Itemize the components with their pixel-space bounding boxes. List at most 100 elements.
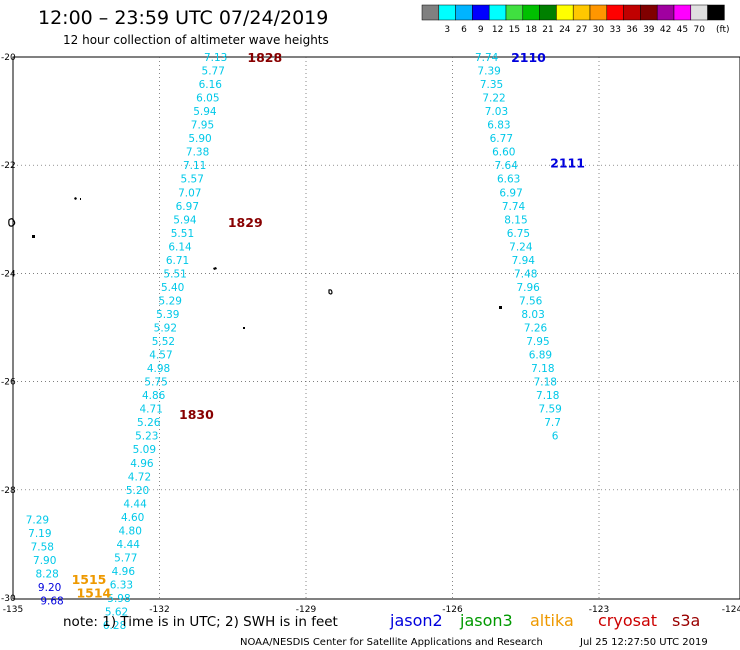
legend-tick-label: 42	[660, 25, 671, 35]
legend-color-box	[505, 4, 524, 21]
wave-height-label: 7.03	[485, 106, 508, 118]
x-tick-label: -132	[149, 605, 169, 615]
legend-tick-label: 15	[509, 25, 520, 35]
pass-time-label: 1828	[247, 50, 282, 65]
legend-color-box	[673, 4, 692, 21]
wave-height-label: 7.24	[509, 241, 533, 253]
legend-tick-label: 33	[609, 25, 620, 35]
legend-color-box	[421, 4, 440, 21]
wave-height-label: 6.97	[176, 201, 199, 213]
wave-height-label: 6.14	[168, 241, 192, 253]
wave-height-label: 5.75	[144, 377, 167, 389]
plot-frame	[12, 56, 740, 600]
wave-height-label: 7.22	[482, 93, 505, 105]
wave-height-label: 6.89	[529, 350, 552, 362]
legend-tick-label: 39	[643, 25, 655, 35]
wave-height-label: 6.83	[487, 120, 510, 132]
wave-height-label: 7.26	[524, 323, 548, 335]
legend-tick-label: 21	[542, 25, 553, 35]
island-mark	[213, 267, 217, 270]
wave-height-label: 7.18	[536, 390, 559, 402]
legend-tick-label: 18	[525, 25, 537, 35]
wave-height-label: 6.71	[166, 255, 189, 267]
island-mark	[8, 218, 16, 227]
y-tick-label: -30	[1, 594, 16, 604]
wave-height-label: 7.07	[178, 187, 201, 199]
wave-height-label: 4.98	[147, 363, 170, 375]
wave-height-label: 6.63	[497, 174, 520, 186]
wave-height-label: 8.15	[504, 214, 527, 226]
legend-tick-label: 45	[677, 25, 688, 35]
wave-height-label: 8.28	[35, 569, 58, 581]
y-tick-label: -20	[1, 53, 16, 63]
satellite-name-cryosat: cryosat	[598, 611, 657, 630]
wave-height-label: 5.92	[154, 323, 177, 335]
wave-height-label: 4.57	[149, 350, 172, 362]
wave-height-label: 5.23	[135, 431, 158, 443]
legend-tick-label: 27	[576, 25, 587, 35]
note-text: note: 1) Time is in UTC; 2) SWH is in fe…	[63, 614, 338, 630]
wave-height-label: 7.19	[28, 528, 51, 540]
y-tick-label: -28	[1, 486, 16, 496]
wave-height-label: 4.86	[142, 390, 166, 402]
legend-color-box	[572, 4, 591, 21]
pass-time-label: 1829	[228, 215, 263, 230]
wave-height-label: 7.39	[477, 66, 500, 78]
wave-height-label: 4.44	[123, 498, 147, 510]
wave-height-label: 5.29	[159, 295, 182, 307]
pass-time-label: 1515	[72, 572, 107, 587]
wave-height-label: 5.94	[173, 214, 197, 226]
wave-height-label: 5.51	[163, 268, 186, 280]
satellite-name-altika: altika	[530, 611, 574, 630]
island-mark	[499, 306, 502, 309]
wave-height-label: 7.96	[516, 282, 540, 294]
legend-color-box	[556, 4, 574, 21]
timestamp-text: Jul 25 12:27:50 UTC 2019	[579, 637, 708, 648]
wave-height-label: 6.97	[499, 187, 522, 199]
wave-height-label: 6.05	[196, 93, 219, 105]
legend-color-box	[707, 4, 725, 21]
wave-height-label: 6.60	[492, 147, 515, 159]
islands	[8, 197, 502, 329]
x-tick-label: -123	[589, 605, 609, 615]
credit-text: NOAA/NESDIS Center for Satellite Applica…	[240, 637, 543, 648]
wave-height-label: 4.71	[140, 404, 163, 416]
legend-tick-label: 36	[626, 25, 638, 35]
wave-height-label: 6.16	[199, 79, 223, 91]
legend-color-box	[606, 4, 624, 21]
x-tick-label: -124	[722, 605, 740, 615]
wave-height-label: 5.62	[105, 607, 128, 619]
wave-height-label: 7.29	[26, 515, 49, 527]
wave-height-label: 7.56	[519, 295, 543, 307]
legend-color-box	[438, 4, 456, 21]
legend-tick-label: 3	[444, 25, 450, 35]
island-mark	[243, 327, 245, 329]
track-1514-1515: 7.297.19 7.587.90 8.289.20 9.68	[26, 515, 64, 608]
wave-height-label: 5.57	[181, 174, 204, 186]
legend-tick-label: 9	[478, 25, 484, 35]
wave-height-label: 9.20	[38, 582, 61, 594]
wave-height-label: 5.39	[156, 309, 179, 321]
wave-height-label: 5.94	[193, 106, 217, 118]
wave-height-label: 4.96	[112, 566, 136, 578]
legend-color-box	[455, 4, 473, 21]
satellite-name-jason3: jason3	[459, 611, 513, 630]
wave-height-label: 7.90	[33, 555, 56, 567]
legend-color-box	[640, 4, 658, 21]
wave-height-label: 7.18	[534, 377, 557, 389]
wave-height-label: 7.38	[186, 147, 209, 159]
legend-color-box	[656, 4, 675, 21]
satellite-legend: jason2 jason3 altika cryosat s3a	[389, 611, 700, 630]
wave-height-label: 6.33	[110, 579, 133, 591]
legend-color-box	[690, 4, 708, 21]
wave-height-label: 7.13	[204, 52, 227, 64]
island-mark	[74, 197, 81, 200]
wave-height-label: 5.26	[137, 417, 161, 429]
wave-height-label: 6.75	[507, 228, 530, 240]
wave-height-label: 5.98	[107, 593, 130, 605]
legend-color-box	[488, 4, 507, 21]
wave-height-label: 5.90	[188, 133, 211, 145]
wave-height-label: 6.77	[490, 133, 513, 145]
legend-color-box	[522, 4, 540, 21]
